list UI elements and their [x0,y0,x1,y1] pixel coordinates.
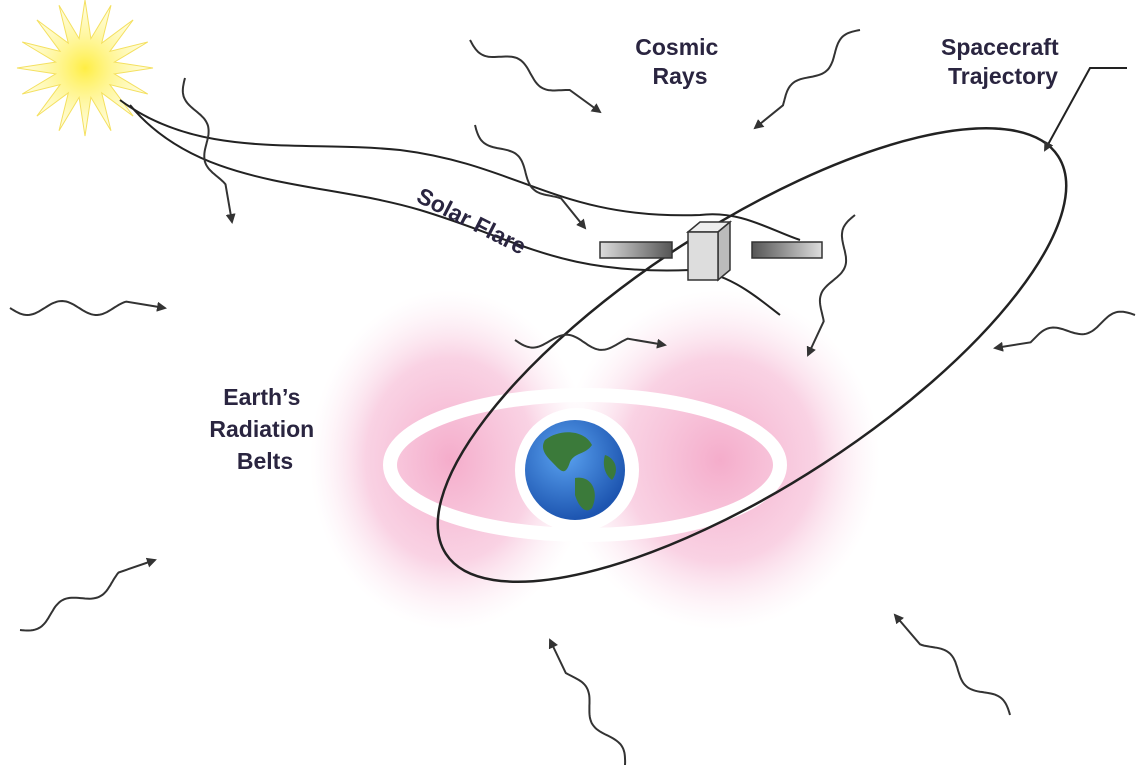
wavy-arrow [181,77,236,224]
label-line: Spacecraft [941,34,1059,60]
wavy-arrow [19,557,157,632]
wavy-arrow [893,613,1011,716]
wavy-arrow [514,333,667,351]
wavy-arrow [9,299,167,317]
wavy-arrow [993,310,1136,352]
label-line: Radiation [209,416,314,442]
label-line: Belts [237,448,293,474]
label-line: Earth’s [223,384,300,410]
sun [16,0,154,137]
radiation-belts-label: Earth’s Radiation Belts [209,384,320,474]
label-line: Trajectory [948,63,1058,89]
spacecraft-trajectory-label: Spacecraft Trajectory [941,34,1065,89]
trajectory-pointer [1044,67,1127,152]
wavy-arrow [469,39,602,114]
label-line: Rays [653,63,708,89]
cosmic-rays-label: Cosmic Rays [635,34,724,89]
label-line: Cosmic [635,34,718,60]
wavy-arrow [753,29,861,130]
earth [525,420,625,520]
wavy-arrow [806,214,856,357]
solar-flare-label: Solar Flare [413,182,531,259]
trajectory [436,127,1068,583]
wavy-arrow [548,638,627,766]
spacecraft [599,220,823,282]
wavy-arrow [474,124,587,230]
cosmic-ray-arrows [9,29,1136,766]
